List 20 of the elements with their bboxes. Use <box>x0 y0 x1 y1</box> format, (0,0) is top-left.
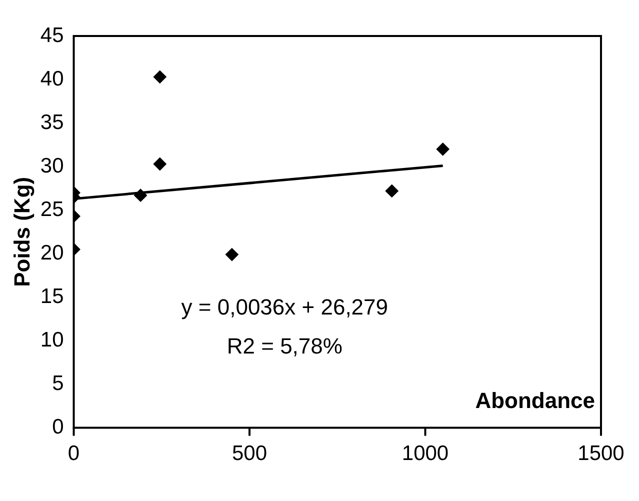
y-tick-label: 40 <box>40 67 64 90</box>
y-tick-label: 45 <box>40 24 64 47</box>
y-tick-label: 5 <box>52 372 64 396</box>
y-tick-label: 10 <box>40 328 64 352</box>
annotation: R2 = 5,78% <box>226 334 342 359</box>
y-tick-label: 25 <box>40 198 64 221</box>
x-axis-title: Abondance <box>475 388 595 413</box>
x-tick-label: 1000 <box>402 442 449 466</box>
x-tick-label: 1500 <box>578 442 624 466</box>
x-tick-label: 0 <box>68 442 80 466</box>
y-axis-title: Poids (Kg) <box>9 176 34 287</box>
y-tick-label: 15 <box>40 284 64 308</box>
y-tick-label: 20 <box>40 241 64 264</box>
y-tick-label: 30 <box>40 154 64 178</box>
point <box>385 184 398 198</box>
annotation: y = 0,0036x + 26,279 <box>181 294 388 320</box>
point <box>436 142 450 156</box>
x-tick-label: 500 <box>232 442 268 466</box>
y-tick-label: 0 <box>52 416 64 439</box>
y-tick-label: 35 <box>40 110 64 134</box>
